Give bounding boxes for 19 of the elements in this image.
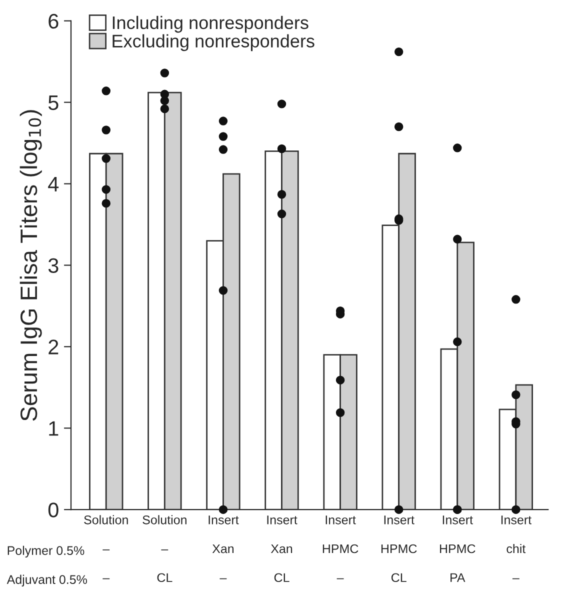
y-tick-label: 1 (49, 421, 58, 436)
category-label: Insert HPMC – (322, 516, 358, 580)
y-tick-label: 3 (48, 258, 58, 273)
y-tick-label: 5 (48, 96, 58, 110)
legend-label: Excluding nonresponders (112, 34, 314, 52)
y-tick-label: 6 (48, 14, 58, 29)
category-label: Insert chit – (501, 516, 532, 580)
y-tick-label: 4 (48, 176, 59, 192)
y-axis-title: Serum IgG Elisa Titers (log$_{10}$) (20, 110, 42, 421)
category-label: Insert HPMC PA (440, 516, 476, 582)
text: Adjuvant 0.5% (6, 574, 87, 586)
category-label: Insert Xan – (208, 516, 239, 580)
category-label: Solution – CL (142, 515, 186, 582)
category-label: Insert Xan CL (267, 516, 298, 582)
y-tick-label: 0 (48, 502, 58, 518)
text: Polymer 0.5% (8, 546, 84, 558)
y-tick-label: 2 (48, 340, 58, 354)
category-label: Insert HPMC CL (381, 516, 417, 582)
legend-label: Including nonresponders (112, 16, 308, 33)
